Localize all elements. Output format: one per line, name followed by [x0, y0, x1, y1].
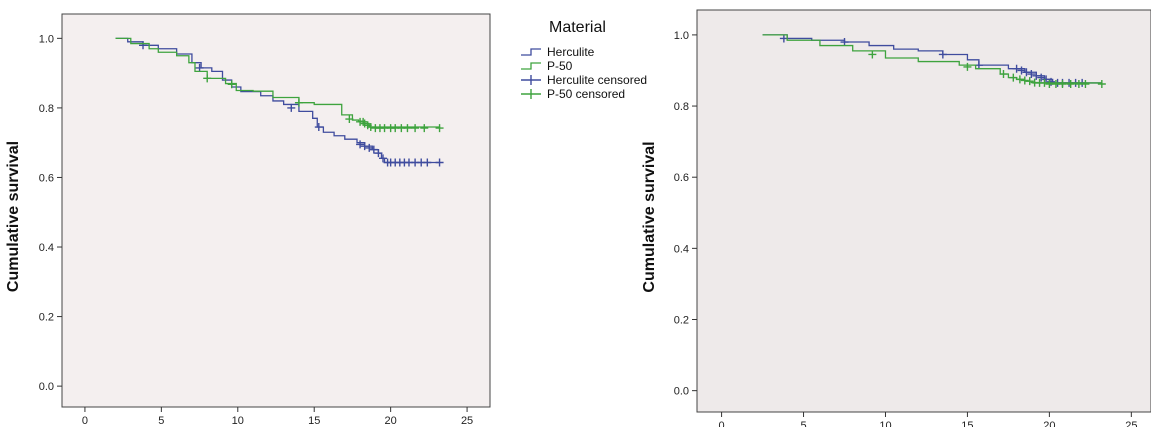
series-2-censored-mark: [1058, 79, 1067, 88]
herculite-censored-mark: [374, 149, 383, 158]
p-50-censored-mark: [345, 115, 354, 124]
chart-1: 0.0 0.2 0.4 0.6 0.8 1.0 0 5 10 15 20 25 Cumulative s…: [5, 13, 647, 427]
series-2-censored-mark: [1025, 77, 1034, 86]
x-tick-label: 0: [719, 420, 725, 427]
series-1-censored-mark: [840, 38, 849, 47]
herculite-censored-mark: [423, 158, 432, 167]
y-tick-label: 0.4: [674, 243, 689, 255]
p-50-censored-mark: [359, 117, 368, 126]
legend-swatch: [521, 48, 541, 56]
p-50-censored-mark: [203, 74, 212, 83]
x-tick-label: 25: [1125, 420, 1137, 427]
y-tick-label: 0.0: [39, 381, 54, 393]
x-tick-label: 10: [879, 420, 891, 427]
p-50-censored-mark: [366, 123, 375, 132]
p-50-censored-mark: [227, 80, 236, 89]
series-2-censored-mark: [999, 70, 1008, 79]
chart-2: 0.0 0.2 0.4 0.6 0.8 1.0 0 5 10 15 20 25 Cumulative s…: [641, 9, 1151, 427]
herculite-censored-mark: [369, 145, 378, 154]
series-2-censored-mark: [1020, 76, 1029, 85]
y-tick-label: 0.4: [39, 242, 54, 254]
legend-label: P-50 censored: [547, 87, 625, 101]
p-50-censored-mark: [294, 98, 303, 107]
series-2-censored-mark: [1040, 78, 1049, 87]
y-tick-label: 1.0: [39, 33, 54, 45]
y-tick-label: 0.8: [39, 103, 54, 115]
y-tick-label: 0.2: [39, 312, 54, 324]
y-tick-label: 0.6: [674, 172, 689, 184]
series-2-censored-mark: [1009, 73, 1018, 82]
herculite-censored-mark: [139, 41, 148, 50]
series-1-censored-mark: [1017, 66, 1026, 75]
legend-label: Herculite: [547, 45, 595, 59]
herculite-censored-mark: [314, 123, 323, 132]
series-2-censored-mark: [1015, 75, 1024, 84]
y-tick-label: 1.0: [674, 30, 689, 42]
herculite-censored-mark: [287, 103, 296, 112]
series-2-censored-mark: [1097, 79, 1106, 88]
herculite-censored-mark: [356, 140, 365, 149]
series-1-censored-mark: [1037, 73, 1046, 82]
series-1-censored-mark: [1027, 70, 1036, 79]
x-tick-label: 0: [82, 415, 88, 427]
p-50-censored-mark: [403, 124, 412, 133]
legend-swatch: [521, 89, 541, 99]
series-2-censored-mark: [1081, 79, 1090, 88]
y-tick-label: 0.8: [674, 101, 689, 113]
series-2-censored-mark: [1066, 79, 1075, 88]
legend-label: Herculite censored: [547, 73, 647, 87]
series-2-censored-mark: [868, 50, 877, 59]
series-1-censored-mark: [1032, 71, 1041, 80]
herculite-censored-mark: [435, 158, 444, 167]
y-tick-label: 0.2: [674, 315, 689, 327]
herculite-censored-mark: [360, 142, 369, 151]
herculite-censored-mark: [379, 154, 387, 163]
x-tick-label: 20: [1043, 420, 1055, 427]
legend-title: Material: [549, 19, 606, 36]
x-tick-label: 10: [232, 415, 244, 427]
x-tick-label: 20: [385, 415, 397, 427]
x-tick-label: 15: [961, 420, 973, 427]
plot-area: [61, 13, 491, 408]
series-1-censored-mark: [1042, 75, 1051, 84]
series-1-censored-mark: [1022, 68, 1031, 77]
herculite-censored-mark: [195, 63, 204, 72]
x-tick-label: 5: [158, 415, 164, 427]
herculite-censored-mark: [365, 143, 374, 152]
y-tick-label: 0.0: [674, 386, 689, 398]
series-1-censored-mark: [1012, 64, 1021, 73]
series-2-censored-mark: [963, 62, 972, 71]
y-axis-title: Cumulative survival: [5, 141, 22, 292]
p-50-censored-mark: [420, 124, 429, 133]
p-50-censored-mark: [435, 124, 444, 133]
y-axis-title: Cumulative survival: [641, 141, 658, 292]
p-50-censored-mark: [411, 124, 420, 133]
y-tick-label: 0.6: [39, 172, 54, 184]
p-50-curve: [115, 37, 441, 129]
legend-label: P-50: [547, 59, 573, 73]
series-1-censored-mark: [938, 50, 947, 59]
x-tick-label: 25: [461, 415, 473, 427]
x-tick-label: 5: [800, 420, 806, 427]
legend-swatch: [521, 75, 541, 85]
plot-area: [696, 9, 1151, 413]
x-tick-label: 15: [308, 415, 320, 427]
legend-swatch: [521, 62, 541, 70]
